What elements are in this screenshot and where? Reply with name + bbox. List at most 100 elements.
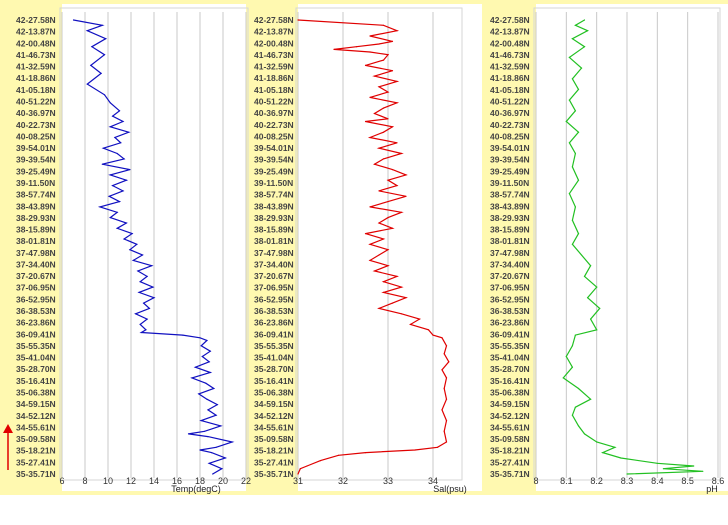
data-point (369, 51, 371, 53)
latitude-label: 40-22.73N (490, 120, 530, 130)
data-point (577, 387, 580, 390)
data-point (391, 40, 394, 43)
latitude-label: 35-41.04N (16, 353, 56, 363)
data-point (209, 350, 211, 352)
data-point (391, 302, 394, 304)
latitude-label: 37-20.67N (490, 271, 530, 281)
data-point (441, 337, 443, 339)
data-point (445, 345, 448, 347)
x-axis-title: Sal(psu) (433, 484, 467, 494)
latitude-label: 36-52.95N (490, 294, 530, 304)
data-point (574, 110, 577, 112)
data-point (231, 441, 233, 443)
data-point (208, 462, 210, 464)
data-point (587, 297, 589, 299)
latitude-label: 34-52.12N (16, 411, 56, 421)
data-point (405, 174, 407, 176)
latitude-label: 40-51.22N (16, 96, 56, 106)
data-point (409, 323, 412, 325)
data-point (387, 201, 389, 203)
data-point (448, 361, 450, 363)
latitude-label: 36-38.53N (490, 306, 530, 316)
data-point (382, 107, 385, 109)
data-point (224, 457, 226, 459)
data-point (152, 286, 154, 288)
data-point (441, 369, 443, 371)
data-point (571, 345, 574, 347)
data-point (221, 468, 223, 470)
data-point (205, 382, 207, 384)
x-axis-title: pH (706, 484, 718, 494)
x-tick-label: 10 (103, 476, 113, 486)
x-tick-label: 8 (533, 476, 538, 486)
data-point (577, 131, 580, 133)
data-point (99, 206, 101, 208)
latitude-label: 38-01.81N (16, 236, 56, 246)
latitude-label: 42-13.87N (16, 27, 56, 37)
latitude-label: 40-36.97N (254, 108, 294, 118)
top-band (0, 0, 728, 4)
data-point (378, 86, 380, 88)
data-point (101, 24, 103, 26)
data-point (574, 334, 577, 336)
data-point (574, 406, 577, 408)
data-point (373, 163, 376, 165)
data-point (571, 366, 574, 368)
latitude-label: 34-59.15N (254, 399, 294, 409)
latitude-label: 35-28.70N (16, 364, 56, 374)
data-point (128, 131, 130, 133)
data-point (443, 387, 445, 390)
data-point (443, 353, 445, 355)
data-point (596, 286, 598, 288)
x-tick-label: 20 (218, 476, 228, 486)
latitude-label: 40-08.25N (16, 131, 56, 141)
data-point (571, 38, 574, 40)
latitude-label: 34-55.61N (254, 422, 294, 432)
latitude-label: 40-36.97N (490, 108, 530, 118)
data-point (571, 166, 574, 168)
data-point (382, 59, 385, 61)
data-point (145, 329, 147, 331)
latitude-label: 35-18.21N (490, 446, 530, 456)
latitude-band-2 (246, 0, 298, 495)
latitude-label: 35-16.41N (16, 376, 56, 386)
data-point (91, 46, 93, 48)
data-point (207, 436, 209, 438)
data-point (306, 465, 308, 467)
latitude-label: 40-51.22N (490, 96, 530, 106)
data-point (443, 430, 445, 432)
data-point (568, 193, 571, 195)
data-point (123, 158, 125, 160)
data-point (445, 420, 448, 422)
data-point (574, 24, 577, 26)
latitude-label: 42-27.58N (254, 15, 294, 25)
latitude-label: 35-55.35N (490, 341, 530, 351)
latitude-label: 35-18.21N (16, 446, 56, 456)
data-point (213, 387, 215, 390)
data-point (200, 420, 202, 422)
latitude-label: 35-27.41N (490, 457, 530, 467)
data-point (297, 473, 299, 475)
latitude-label: 38-15.89N (16, 225, 56, 235)
latitude-label: 38-57.74N (254, 190, 294, 200)
latitude-label: 34-59.15N (16, 399, 56, 409)
latitude-label: 36-23.86N (490, 318, 530, 328)
data-point (138, 291, 140, 293)
latitude-label: 38-15.89N (490, 225, 530, 235)
data-point (194, 366, 196, 368)
data-point (568, 142, 571, 144)
latitude-label: 41-05.18N (490, 85, 530, 95)
data-point (382, 158, 385, 160)
data-point (387, 217, 389, 219)
latitude-label: 35-06.38N (254, 388, 294, 398)
x-axis-title: Temp(degC) (171, 484, 221, 494)
series-line (297, 19, 450, 475)
data-point (587, 30, 589, 32)
latitude-label: 35-41.04N (490, 353, 530, 363)
latitude-label: 40-36.97N (16, 108, 56, 118)
latitude-label: 39-11.50N (254, 178, 293, 188)
latitude-label: 37-06.95N (16, 283, 56, 293)
latitude-label: 36-23.86N (16, 318, 56, 328)
latitude-label: 41-46.73N (254, 50, 294, 60)
data-point (369, 259, 371, 261)
